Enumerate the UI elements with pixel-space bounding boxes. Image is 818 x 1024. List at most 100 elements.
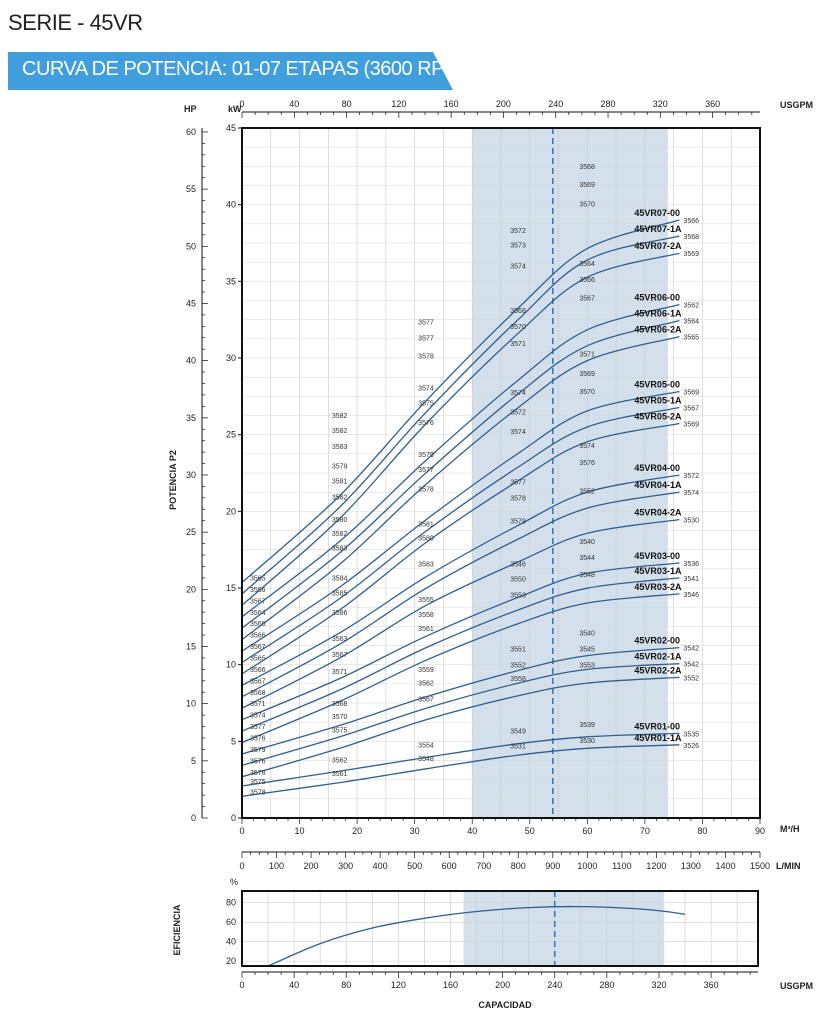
curve-point-label: 3549: [510, 729, 526, 736]
series-curve-45VR02-00: [241, 646, 680, 755]
start-label: 3565: [250, 575, 266, 582]
curve-point-label: 3567: [418, 697, 434, 704]
usgpm-tick-label: 120: [391, 99, 406, 109]
end-label: 3574: [683, 490, 699, 497]
kw-tick-label: 40: [226, 200, 236, 210]
curve-point-label: 3558: [418, 612, 434, 619]
curve-point-label: 3571: [332, 669, 348, 676]
curve-point-label: 3582: [332, 494, 348, 501]
usgpm-tick-label: 320: [653, 99, 668, 109]
start-label: 3567: [250, 644, 266, 651]
end-label: 3542: [683, 662, 699, 669]
curve-point-label: 3562: [332, 757, 348, 764]
lmin-tick-label: 1000: [577, 861, 597, 871]
lmin-tick-label: 1200: [646, 861, 666, 871]
start-label: 3579: [250, 747, 266, 754]
curve-point-label: 3573: [510, 243, 526, 250]
curve-point-label: 3580: [332, 517, 348, 524]
curve-point-label: 3569: [579, 371, 595, 378]
title-banner: [8, 52, 453, 90]
curve-point-label: 3578: [418, 486, 434, 493]
curve-point-label: 3531: [510, 744, 526, 751]
curve-point-label: 3552: [510, 662, 526, 669]
curve-point-label: 3571: [510, 341, 526, 348]
series-name-45VR05-00: 45VR05-00: [634, 380, 680, 390]
curve-point-label: 3553: [579, 662, 595, 669]
series-curve-45VR06-1A: [241, 319, 680, 629]
curve-point-label: 3570: [332, 714, 348, 721]
usgpm-tick-label: 80: [342, 99, 352, 109]
kw-tick-label: 10: [226, 660, 236, 670]
curve-point-label: 3577: [418, 467, 434, 474]
start-label: 3577: [250, 724, 266, 731]
y-axis-title: POTENCIA P2: [168, 450, 178, 510]
end-label: 3541: [683, 576, 699, 583]
curve-point-label: 3544: [579, 555, 595, 562]
hp-tick-label: 35: [186, 413, 196, 423]
eff-unit-label: %: [230, 877, 238, 887]
end-label: 3565: [683, 335, 699, 342]
curve-point-label: 3564: [579, 261, 595, 268]
curve-point-label: 3571: [579, 351, 595, 358]
curve-point-label: 3584: [332, 575, 348, 582]
curve-point-label: 3566: [579, 277, 595, 284]
curve-point-label: 3568: [510, 308, 526, 315]
kw-tick-label: 5: [231, 736, 236, 746]
series-curve-45VR02-2A: [241, 676, 680, 778]
m3h-tick-label: 60: [582, 826, 592, 836]
lmin-tick-label: 0: [239, 861, 244, 871]
curve-point-label: 3563: [332, 636, 348, 643]
banner-shape: [8, 52, 453, 90]
start-label: 3578: [250, 789, 266, 796]
series-curve-45VR06-2A: [241, 335, 680, 641]
eff-usgpm-label: USGPM: [780, 981, 813, 991]
m3h-tick-label: 20: [352, 826, 362, 836]
usgpm-tick-label: 160: [444, 99, 459, 109]
kw-tick-label: 25: [226, 430, 236, 440]
series-name-45VR03-00: 45VR03-00: [634, 551, 680, 561]
hp-tick-label: 50: [186, 241, 196, 251]
lmin-tick-label: 400: [373, 861, 388, 871]
usgpm-unit-label: USGPM: [780, 100, 813, 110]
curve-point-label: 3578: [510, 495, 526, 502]
end-label: 3567: [683, 406, 699, 413]
eff-x-tick-label: 240: [547, 980, 562, 990]
end-label: 3546: [683, 592, 699, 599]
curve-point-label: 3574: [510, 390, 526, 397]
series-name-45VR02-2A: 45VR02-2A: [634, 665, 682, 675]
eff-tick-label: 60: [226, 917, 236, 927]
curve-point-label: 3567: [579, 295, 595, 302]
curve-point-label: 3577: [510, 479, 526, 486]
start-label: 3576: [250, 758, 266, 765]
lmin-unit-label: L/MIN: [776, 861, 801, 871]
hp-tick-label: 60: [186, 127, 196, 137]
eff-recommended-band: [463, 891, 665, 966]
curve-point-label: 3582: [332, 413, 348, 420]
series-name-45VR04-1A: 45VR04-1A: [634, 480, 682, 490]
series-name-45VR07-2A: 45VR07-2A: [634, 241, 682, 251]
curve-point-label: 3570: [510, 324, 526, 331]
series-name-45VR06-1A: 45VR06-1A: [634, 309, 682, 319]
curve-point-label: 3546: [510, 562, 526, 569]
lmin-tick-label: 800: [511, 861, 526, 871]
curve-point-label: 3545: [579, 646, 595, 653]
curve-point-label: 3548: [418, 756, 434, 763]
curve-point-label: 3552: [579, 489, 595, 496]
series-curve-45VR05-00: [241, 390, 680, 652]
curve-point-label: 3567: [332, 652, 348, 659]
lmin-tick-label: 200: [304, 861, 319, 871]
hp-tick-label: 5: [191, 756, 196, 766]
eff-x-tick-label: 200: [495, 980, 510, 990]
curve-point-label: 3582: [332, 531, 348, 538]
end-label: 3566: [683, 218, 699, 225]
end-label: 3572: [683, 473, 699, 480]
kw-tick-label: 35: [226, 276, 236, 286]
start-label: 3575: [250, 779, 266, 786]
curve-point-label: 3572: [510, 228, 526, 235]
series-curve-45VR07-1A: [241, 235, 680, 595]
hp-tick-label: 15: [186, 641, 196, 651]
series-name-45VR03-2A: 45VR03-2A: [634, 582, 682, 592]
curve-point-label: 3583: [332, 444, 348, 451]
start-label: 3565: [250, 621, 266, 628]
start-label: 3578: [250, 770, 266, 777]
